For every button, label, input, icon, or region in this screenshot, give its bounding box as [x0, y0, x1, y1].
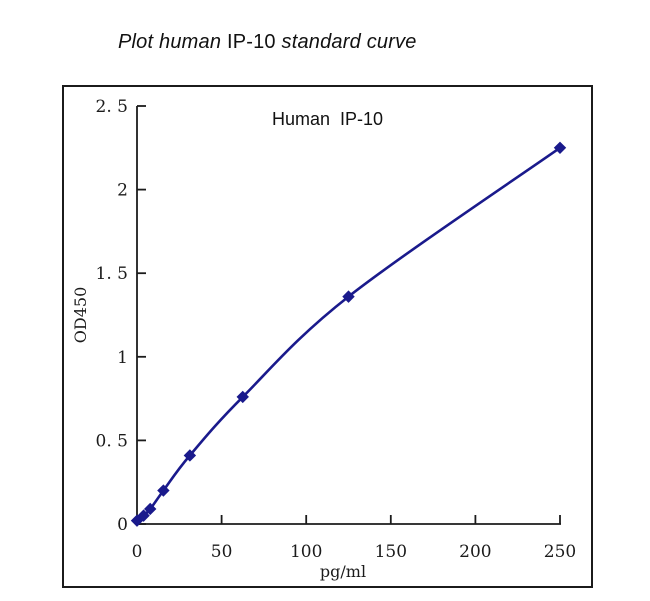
x-tick-label: 0 — [132, 542, 143, 562]
page-title-lead: Plot human — [118, 31, 227, 53]
page-title-tail: standard curve — [275, 31, 417, 53]
plot-area: 2. 5 2 1. 5 1 0. 5 00 50 100 150 200 250 OD450 pg/ml — [71, 97, 576, 581]
x-tick-label: 200 — [459, 542, 491, 562]
x-tick-label: 50 — [211, 542, 233, 562]
x-tick-label: 100 — [290, 542, 322, 562]
page-title: Plot human IP-10 standard curve — [118, 31, 417, 54]
data-point-marker — [157, 484, 170, 497]
y-tick-label: 1 — [117, 348, 128, 368]
y-axis-title: OD450 — [71, 287, 90, 343]
y-tick-label: 0. 5 — [96, 431, 128, 451]
data-point-marker — [342, 290, 355, 303]
y-tick-label: 2 — [117, 181, 128, 201]
y-tick-label: 0 — [117, 515, 128, 535]
data-point-marker — [236, 390, 249, 404]
chart-title: Human IP-10 — [271, 109, 384, 129]
standard-curve-line — [135, 146, 562, 522]
data-point-marker — [143, 502, 157, 516]
x-tick-label: 150 — [375, 542, 407, 562]
x-axis-title: pg/ml — [320, 562, 366, 581]
data-point-marker — [553, 141, 567, 155]
data-point-marker — [183, 449, 197, 462]
page-title-product: IP-10 — [226, 31, 276, 53]
y-tick-label: 2. 5 — [96, 97, 128, 117]
y-tick-label: 1. 5 — [96, 264, 128, 284]
x-tick-label: 250 — [544, 542, 576, 562]
chart-frame: 2. 5 2 1. 5 1 0. 5 0 0 50 100 150 200 250 OD450 pg/ml… — [62, 85, 593, 588]
data-point-marker — [137, 509, 150, 522]
